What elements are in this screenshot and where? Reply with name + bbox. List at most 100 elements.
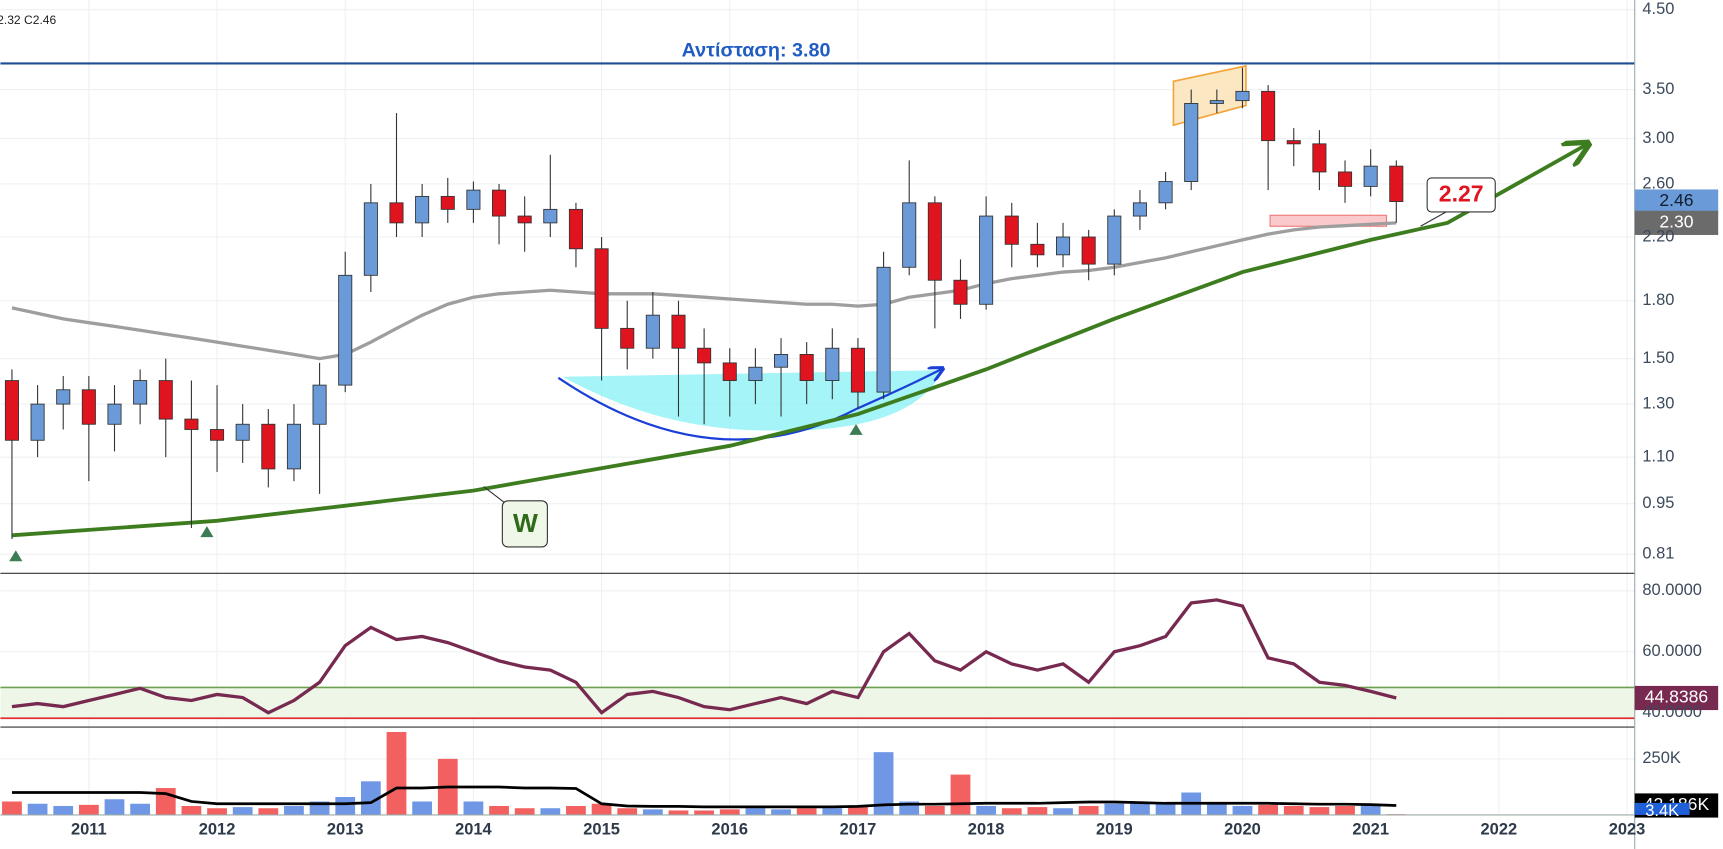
volume-bar: [924, 805, 945, 815]
callout-box: [501, 500, 548, 548]
candle-body: [722, 362, 737, 381]
y-tick-label: 2.20: [1642, 227, 1674, 245]
volume-bar: [284, 805, 304, 815]
candle-body: [261, 423, 276, 470]
volume-bar: [335, 797, 356, 815]
volume-bar: [642, 809, 663, 815]
candle-body: [876, 266, 891, 393]
volume-bar: [207, 808, 227, 815]
candle-body: [210, 429, 225, 441]
volume-bar: [181, 805, 202, 815]
candle-body: [158, 380, 173, 420]
y-tick-label: 4.50: [1642, 0, 1674, 18]
x-tick-label: 2017: [840, 821, 877, 839]
x-tick-label: 2014: [455, 821, 492, 839]
x-tick-label: 2022: [1481, 821, 1518, 839]
candle-body: [389, 202, 404, 224]
volume-bar: [412, 801, 433, 815]
candle-body: [286, 423, 301, 470]
candle-body: [363, 202, 378, 276]
volume-bar: [1130, 801, 1150, 815]
volume-bar: [771, 809, 791, 815]
volume-bar: [591, 803, 612, 815]
volume-bar: [617, 808, 638, 815]
volume-bar: [1258, 804, 1279, 815]
x-tick-label: 2023: [1609, 821, 1646, 839]
x-tick-label: 2021: [1352, 821, 1389, 839]
volume-bar: [1078, 805, 1099, 815]
volume-bar: [1104, 803, 1125, 815]
candle-body: [1132, 202, 1147, 217]
candle-body: [1209, 100, 1224, 104]
ma-tag: 2.30: [1659, 212, 1693, 232]
volume-bar: [78, 804, 99, 815]
candle-body: [1004, 215, 1019, 245]
volume-bar: [566, 805, 586, 815]
volume-bar: [1155, 803, 1176, 815]
volume-bar: [1027, 807, 1048, 815]
volume-bar: [745, 808, 766, 815]
candle-body: [1158, 181, 1173, 204]
resistance-label: Αντίσταση: 3.80: [682, 40, 831, 62]
volume-bar: [386, 731, 407, 815]
candle-body: [1184, 103, 1199, 182]
volume-bar: [463, 801, 484, 815]
rsi-value: 44.8386: [1645, 687, 1708, 707]
candle-body: [312, 384, 327, 425]
candle-body: [594, 248, 609, 329]
callout-line: [1420, 210, 1449, 227]
volume-bar: [1001, 808, 1022, 815]
volume-bar: [53, 805, 74, 815]
volume-bar: [104, 799, 125, 815]
volume-bar: [232, 807, 253, 815]
candle-body: [645, 314, 660, 349]
y-tick-label: 1.80: [1642, 291, 1674, 309]
volume-bar: [796, 808, 817, 815]
x-tick-label: 2011: [71, 821, 107, 839]
candle-body: [799, 353, 814, 381]
volume-bar: [1053, 808, 1073, 815]
ma-tag-bg: [1634, 210, 1719, 235]
volume-bar: [719, 809, 740, 815]
candle-body: [56, 389, 71, 405]
candle-body: [902, 202, 917, 268]
candle-body: [953, 279, 968, 305]
candle-body: [850, 347, 865, 393]
candle-body: [620, 327, 635, 349]
volume-bar: [1360, 803, 1381, 815]
volume-bar: [950, 774, 971, 815]
y-tick-label: 0.81: [1642, 545, 1674, 563]
volume-bar: [822, 808, 843, 815]
candle-body: [184, 418, 199, 430]
y-tick-label: 3.50: [1642, 80, 1674, 98]
x-tick-label: 2016: [711, 821, 748, 839]
y-tick-label: 40.0000: [1642, 703, 1702, 721]
candle-body: [568, 208, 583, 250]
candle-body: [671, 314, 686, 349]
volume-bar: [976, 805, 997, 815]
rsi-line: [11, 598, 1397, 715]
volume-bar: [1206, 803, 1227, 815]
candle-body: [1107, 215, 1122, 265]
volume-bar: [848, 805, 868, 815]
volume-bar: [694, 810, 715, 815]
volume-bar: [258, 808, 279, 815]
volume-bar: [1309, 807, 1330, 815]
volume-bar: [873, 752, 894, 815]
x-tick-label: 2013: [327, 821, 364, 839]
candle-body: [697, 347, 712, 364]
y-tick-label: 1.10: [1642, 447, 1674, 465]
volume-bar: [1283, 805, 1304, 815]
candle-body: [1081, 236, 1096, 265]
x-tick-label: 2012: [199, 821, 236, 839]
moving-average: [11, 221, 1397, 361]
cup-arc: [557, 369, 941, 441]
volume-bar: [360, 781, 381, 815]
y-tick-label: 1.30: [1642, 394, 1674, 412]
candle-body: [338, 274, 353, 386]
candle-body: [543, 208, 558, 224]
volume-bar: [668, 810, 689, 815]
candle-body: [133, 380, 148, 405]
